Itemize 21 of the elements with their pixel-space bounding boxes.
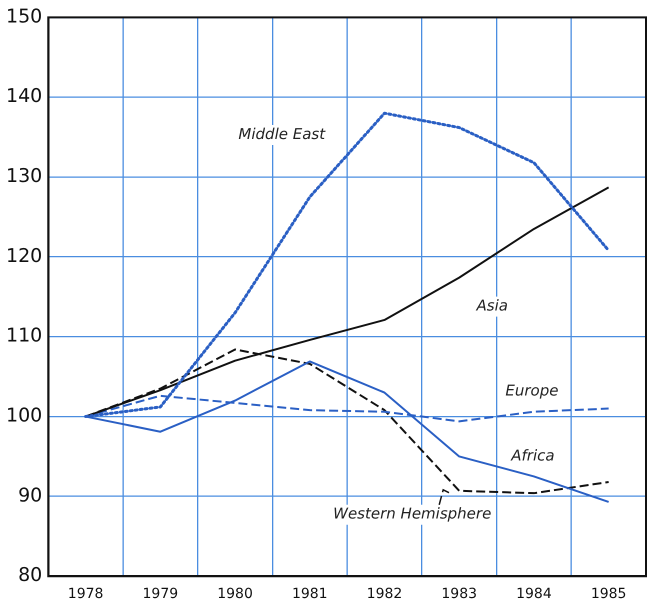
x-tick-label: 1978 [68,586,104,602]
series-label: Africa [510,446,555,464]
x-tick-label: 1985 [590,586,626,602]
y-tick-label: 100 [6,404,42,426]
x-tick-label: 1980 [217,586,253,602]
series-label: Europe [505,382,558,400]
y-tick-label: 110 [6,324,42,347]
y-tick-label: 140 [6,85,42,108]
x-tick-label: 1981 [292,586,328,602]
x-tick-label: 1983 [441,586,478,602]
series-label: Middle East [238,124,326,143]
legend-label: Western Hemisphere [333,504,492,523]
series-label: Asia [475,296,508,315]
y-tick-label: 150 [6,5,42,28]
y-tick-label: 120 [6,244,42,267]
y-tick-label: 80 [18,564,42,586]
x-tick-label: 1979 [142,586,178,602]
y-tick-label: 130 [6,164,42,187]
x-tick-label: 1984 [516,586,552,602]
x-tick-label: 1982 [366,586,402,602]
y-tick-label: 90 [18,484,42,506]
